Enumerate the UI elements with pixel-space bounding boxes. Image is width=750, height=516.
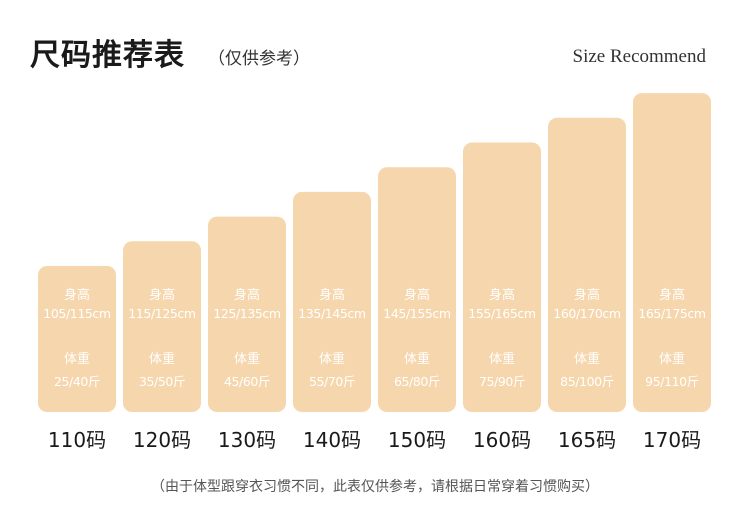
weight-label: 体重 [573,352,600,367]
weight-range: 75/90斤 [478,374,526,389]
height-range: 135/145cm [298,306,366,321]
weight-range: 45/60斤 [223,374,271,389]
weight-range: 25/40斤 [53,374,101,389]
weight-label: 体重 [488,352,515,367]
weight-label: 体重 [318,352,345,367]
weight-label: 体重 [63,352,90,367]
size-label: 150码 [387,428,447,452]
footnote: （由于体型跟穿衣习惯不同，此表仅供参考，请根据日常穿着习惯购买） [151,479,599,495]
height-label: 身高 [658,288,685,303]
height-label: 身高 [573,288,600,303]
size-label: 160码 [472,428,532,452]
size-bar [633,93,711,412]
height-range: 145/155cm [383,306,451,321]
weight-label: 体重 [148,352,175,367]
size-label: 110码 [47,428,107,452]
size-bar [463,142,541,412]
height-label: 身高 [63,288,90,303]
size-bar [38,266,116,412]
weight-range: 65/80斤 [393,374,441,389]
height-range: 155/165cm [468,306,536,321]
size-bar [378,167,456,412]
size-label: 165码 [557,428,617,452]
height-label: 身高 [403,288,430,303]
size-bar [123,241,201,412]
size-label: 130码 [217,428,277,452]
height-range: 115/125cm [128,306,196,321]
size-label: 140码 [302,428,362,452]
weight-range: 85/100斤 [560,374,614,389]
weight-label: 体重 [403,352,430,367]
height-label: 身高 [318,288,345,303]
page-title: 尺码推荐表 [30,38,185,73]
size-label: 170码 [642,428,702,452]
size-bar [293,191,371,412]
size-bar [208,216,286,412]
weight-range: 55/70斤 [308,374,356,389]
weight-label: 体重 [658,352,685,367]
height-label: 身高 [233,288,260,303]
height-range: 105/115cm [43,306,111,321]
english-title: Size Recommend [572,46,707,67]
height-range: 165/175cm [638,306,706,321]
weight-range: 35/50斤 [138,374,186,389]
weight-label: 体重 [233,352,260,367]
height-label: 身高 [488,288,515,303]
weight-range: 95/110斤 [645,374,699,389]
height-range: 125/135cm [213,306,281,321]
size-bar [548,117,626,413]
height-label: 身高 [148,288,175,303]
size-label: 120码 [132,428,192,452]
height-range: 160/170cm [553,306,621,321]
page-subtitle: （仅供参考） [208,49,310,69]
